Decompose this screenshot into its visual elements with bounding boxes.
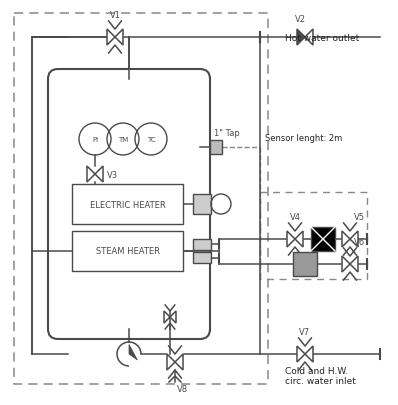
- Bar: [72, 231, 183, 271]
- Text: Hot water outlet: Hot water outlet: [285, 34, 359, 43]
- Text: circ. water inlet: circ. water inlet: [285, 376, 356, 385]
- Polygon shape: [342, 231, 350, 247]
- Text: V7: V7: [299, 327, 310, 336]
- Bar: [293, 252, 317, 276]
- Polygon shape: [175, 354, 183, 370]
- Bar: [72, 185, 183, 224]
- Polygon shape: [287, 231, 295, 247]
- Bar: [14, 14, 268, 384]
- Bar: [193, 252, 211, 263]
- Text: V1: V1: [109, 11, 121, 20]
- Polygon shape: [350, 256, 358, 272]
- Text: Sensor lenght: 2m: Sensor lenght: 2m: [265, 134, 342, 143]
- Bar: [210, 141, 222, 155]
- Polygon shape: [305, 346, 313, 362]
- Polygon shape: [170, 311, 176, 323]
- Polygon shape: [87, 166, 95, 183]
- Text: TM: TM: [118, 136, 128, 143]
- Polygon shape: [95, 166, 103, 183]
- Text: 1" Tap: 1" Tap: [214, 129, 240, 138]
- Polygon shape: [297, 346, 305, 362]
- Polygon shape: [305, 30, 313, 46]
- Text: V4: V4: [289, 213, 300, 222]
- Text: PI: PI: [92, 136, 98, 143]
- Polygon shape: [295, 231, 303, 247]
- Text: V5: V5: [354, 213, 365, 222]
- Polygon shape: [297, 30, 305, 46]
- Text: TC: TC: [147, 136, 155, 143]
- Text: ELECTRIC HEATER: ELECTRIC HEATER: [90, 200, 166, 209]
- Text: V8: V8: [177, 384, 188, 393]
- Text: Cold and H.W.: Cold and H.W.: [285, 366, 348, 375]
- Polygon shape: [129, 345, 137, 360]
- Text: V6: V6: [354, 237, 365, 246]
- Bar: [311, 228, 335, 252]
- Polygon shape: [164, 311, 170, 323]
- Polygon shape: [167, 354, 175, 370]
- Polygon shape: [115, 30, 123, 46]
- Polygon shape: [107, 30, 115, 46]
- Text: V3: V3: [107, 170, 118, 179]
- FancyBboxPatch shape: [48, 70, 210, 339]
- Polygon shape: [342, 256, 350, 272]
- Bar: [193, 194, 211, 215]
- Text: STEAM HEATER: STEAM HEATER: [96, 247, 160, 256]
- Polygon shape: [350, 231, 358, 247]
- Text: V2: V2: [295, 15, 306, 24]
- Bar: [260, 192, 367, 279]
- Bar: [193, 239, 211, 250]
